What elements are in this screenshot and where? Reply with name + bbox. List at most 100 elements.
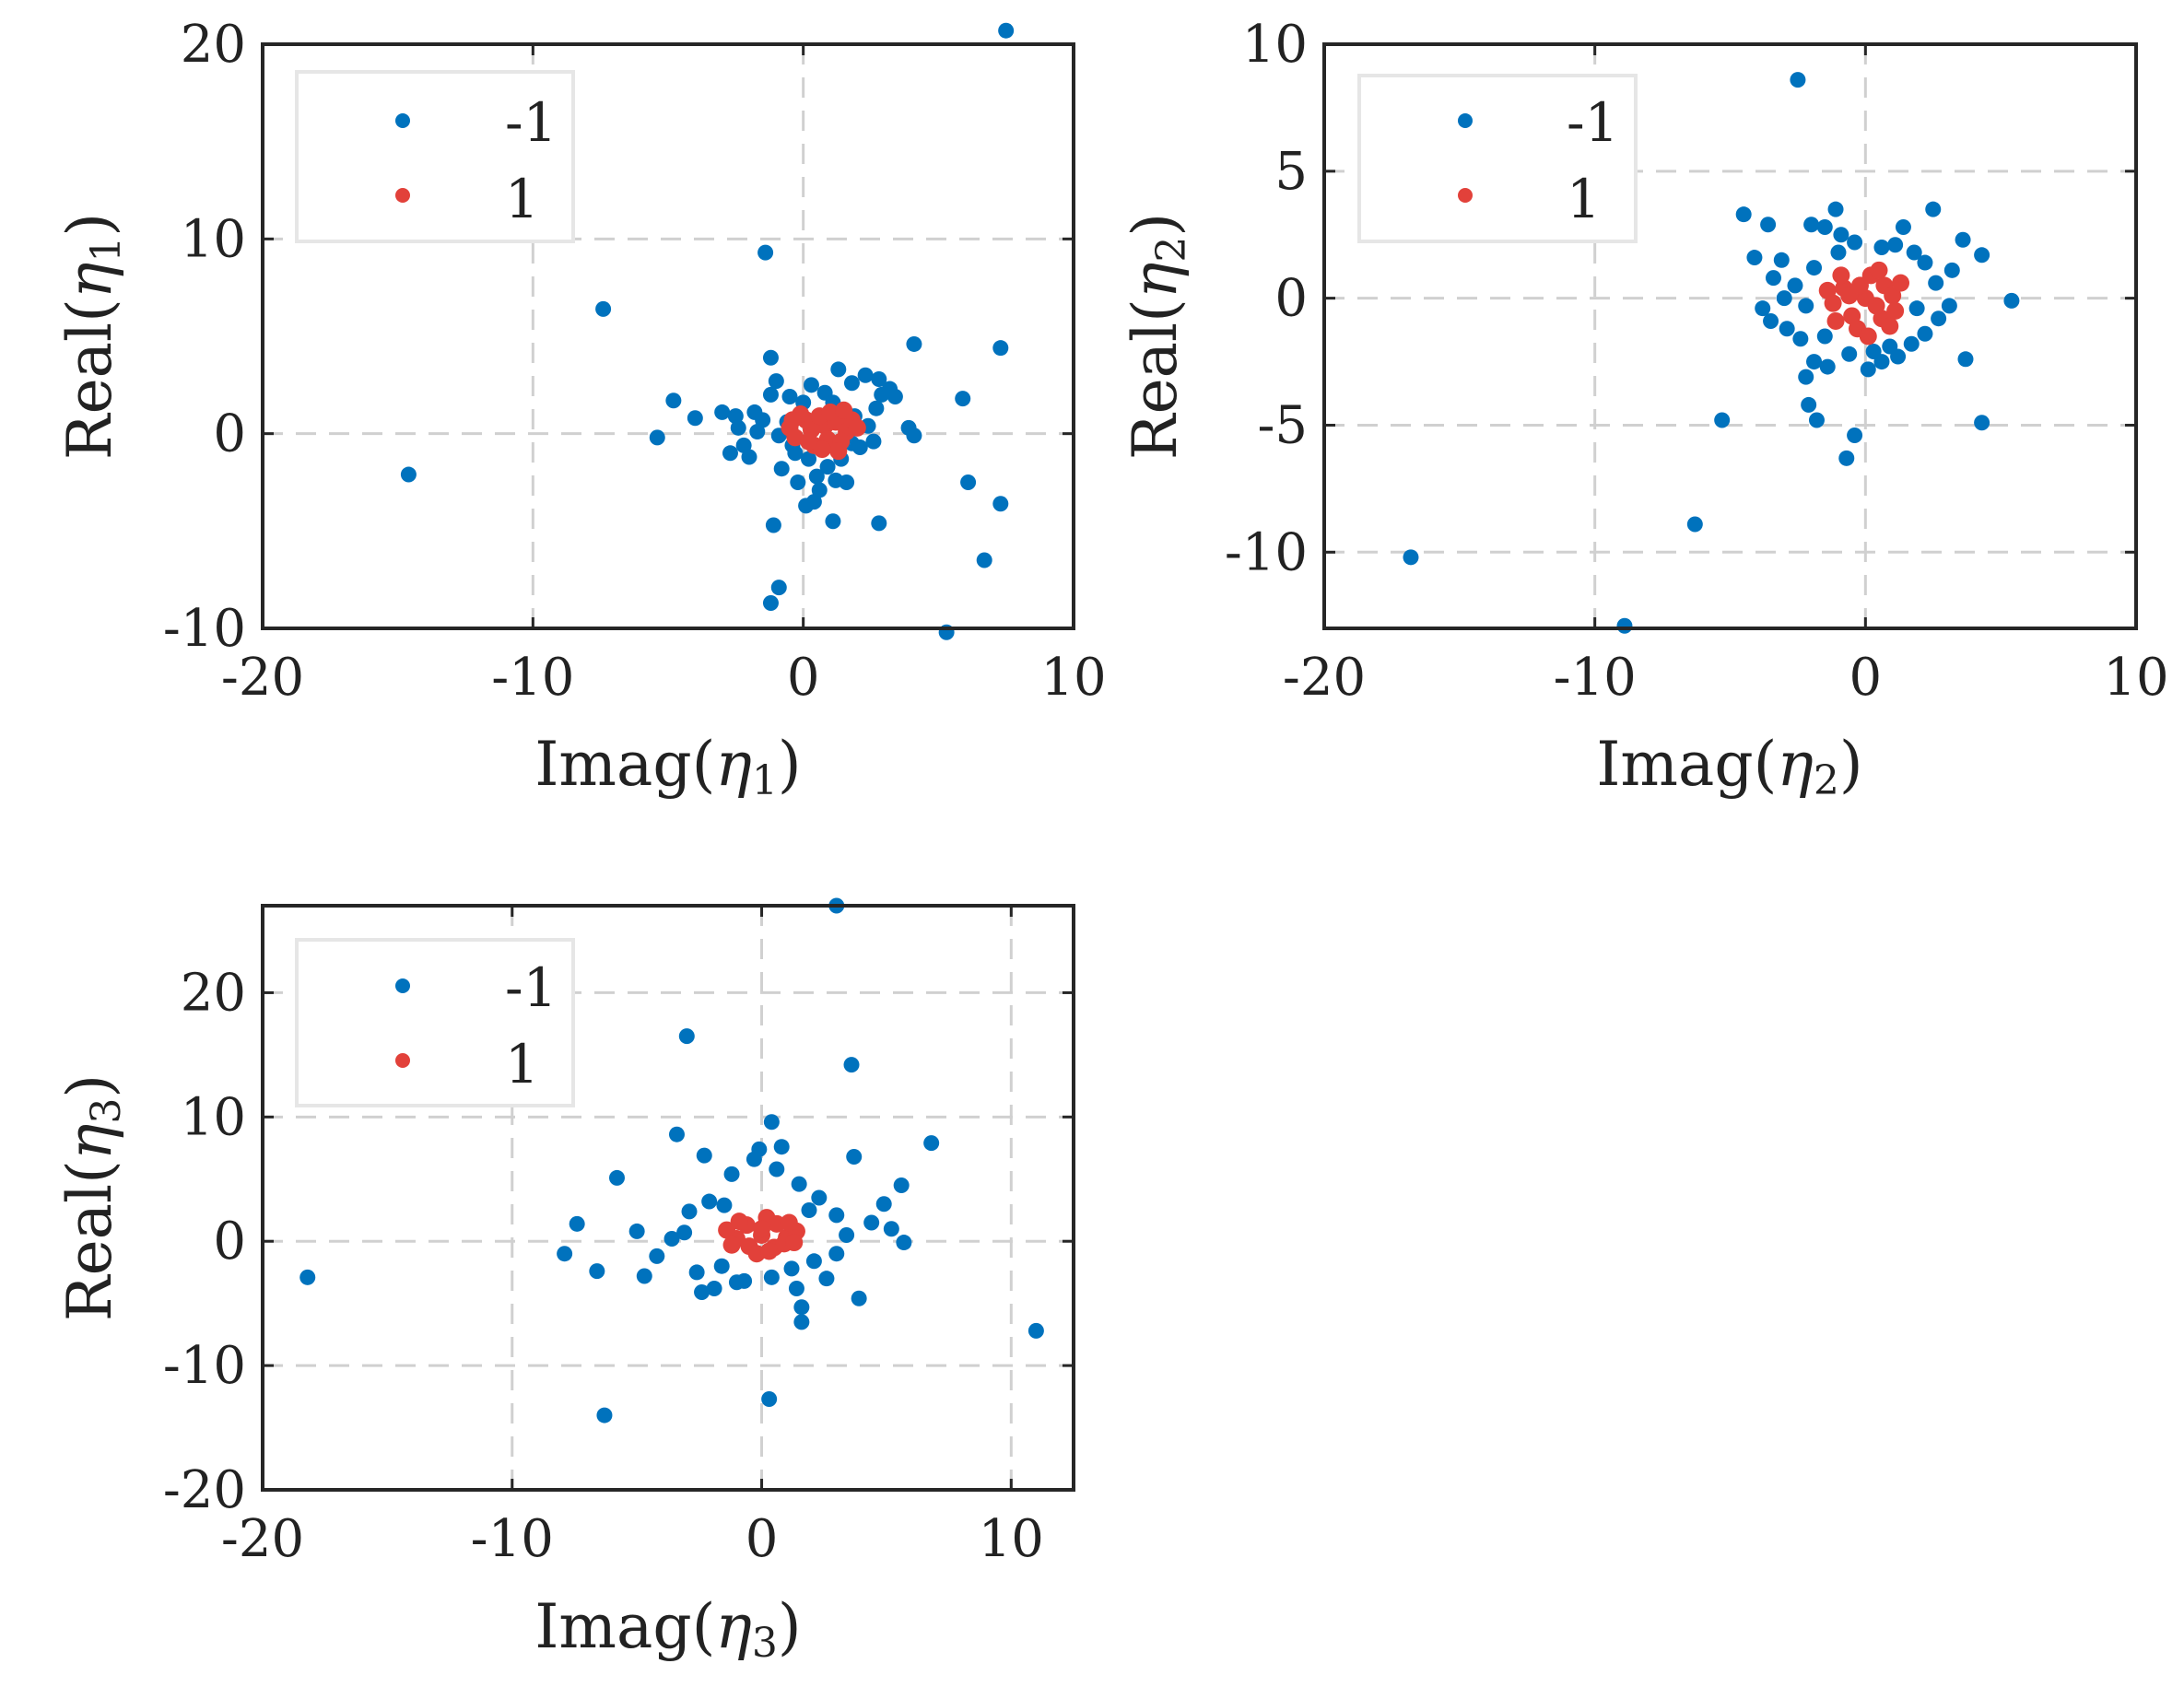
data-point-neg <box>781 389 798 405</box>
data-point-neg <box>1819 358 1836 375</box>
x-axis-label: Imag(η2) <box>1596 729 1862 804</box>
data-point-neg <box>762 386 779 403</box>
data-point-neg <box>805 494 822 510</box>
legend: -1 1 <box>295 70 575 243</box>
data-point-neg <box>773 1139 790 1155</box>
data-point-neg <box>735 437 752 453</box>
y-tick-label: 10 <box>181 209 246 269</box>
data-point-neg <box>1925 201 1942 217</box>
data-point-neg <box>755 412 771 428</box>
data-point-neg <box>960 474 977 490</box>
scatter-marks <box>1403 72 2020 634</box>
y-tick-label: 10 <box>1242 15 1308 75</box>
data-point-neg <box>678 1028 695 1045</box>
data-point-neg <box>1903 335 1920 352</box>
x-tick-label: 10 <box>979 1509 1044 1569</box>
data-point-neg <box>716 1197 733 1213</box>
data-point-neg <box>668 1126 685 1142</box>
data-point-neg <box>762 595 779 612</box>
data-point-neg <box>843 375 860 392</box>
data-point-neg <box>713 1258 730 1274</box>
legend-marker-neg <box>395 113 410 128</box>
x-tick-label: -20 <box>1283 648 1366 708</box>
data-point-neg <box>871 370 887 387</box>
data-point-neg <box>783 1260 800 1277</box>
data-point-pos <box>800 432 818 451</box>
data-point-neg <box>1792 331 1809 347</box>
data-point-neg <box>828 1246 845 1262</box>
data-point-pos <box>848 418 866 437</box>
data-point-neg <box>1816 218 1833 235</box>
data-point-pos <box>1886 301 1905 320</box>
data-point-neg <box>763 1269 780 1285</box>
data-point-pos <box>1850 276 1869 295</box>
data-point-neg <box>1917 254 1933 271</box>
data-point-neg <box>871 515 887 532</box>
data-point-neg <box>857 367 874 383</box>
data-point-pos <box>730 1213 748 1231</box>
data-point-neg <box>1765 270 1781 287</box>
data-point-neg <box>1860 361 1876 378</box>
data-point-pos <box>718 1221 736 1239</box>
data-point-neg <box>846 1148 863 1165</box>
data-point-neg <box>1686 516 1703 533</box>
data-point-neg <box>1931 310 1947 327</box>
data-point-neg <box>896 1235 912 1251</box>
data-point-neg <box>676 1224 693 1241</box>
legend-box <box>295 70 575 243</box>
scatter-marks <box>299 897 1044 1423</box>
data-point-pos <box>1867 297 1885 315</box>
data-point-neg <box>828 1207 845 1224</box>
data-point-neg <box>1616 617 1633 634</box>
x-tick-label: -10 <box>1554 648 1637 708</box>
data-point-pos <box>1892 274 1910 292</box>
data-point-neg <box>1943 262 1960 278</box>
legend-label-pos: 1 <box>505 168 539 230</box>
data-point-neg <box>749 424 766 440</box>
data-point-neg <box>1865 344 1882 360</box>
data-point-neg <box>769 1161 785 1177</box>
data-point-neg <box>923 1135 940 1152</box>
legend-box <box>1357 74 1638 243</box>
data-point-neg <box>811 1189 828 1206</box>
y-tick-label: 0 <box>1274 269 1308 329</box>
x-tick-label: 10 <box>2103 648 2168 708</box>
data-point-neg <box>765 517 781 533</box>
data-point-neg <box>1908 300 1925 317</box>
data-point-neg <box>875 1196 892 1213</box>
data-point-neg <box>1895 218 1911 235</box>
data-point-neg <box>1790 72 1806 88</box>
data-point-neg <box>906 428 922 444</box>
data-point-pos <box>760 1242 779 1260</box>
data-point-neg <box>1027 1322 1044 1339</box>
y-tick-label: -5 <box>1257 395 1308 455</box>
data-point-neg <box>1830 244 1847 261</box>
data-point-neg <box>1841 346 1858 362</box>
x-tick-label: -10 <box>491 648 574 708</box>
data-point-neg <box>1776 290 1792 307</box>
data-point-neg <box>825 513 841 530</box>
data-point-neg <box>1746 250 1763 266</box>
data-point-neg <box>1787 277 1803 294</box>
data-point-neg <box>805 1253 822 1270</box>
data-point-neg <box>1779 321 1795 337</box>
data-point-neg <box>1763 312 1779 329</box>
data-point-neg <box>808 468 825 485</box>
axes-frame <box>261 904 1075 1492</box>
data-point-neg <box>906 335 922 352</box>
data-point-neg <box>1928 275 1944 291</box>
data-point-neg <box>976 552 992 568</box>
y-tick-label: 10 <box>181 1087 246 1147</box>
data-point-pos <box>785 1234 804 1252</box>
data-point-neg <box>1838 450 1855 466</box>
data-point-neg <box>400 466 417 483</box>
data-point-neg <box>839 1226 855 1243</box>
data-point-neg <box>790 474 806 490</box>
data-point-neg <box>863 1214 880 1231</box>
y-axis-label: Real(η2) <box>1120 213 1195 460</box>
legend-label-neg: -1 <box>1567 91 1619 154</box>
data-point-neg <box>843 1057 860 1073</box>
legend: -1 1 <box>295 938 575 1107</box>
data-point-neg <box>1773 252 1790 268</box>
